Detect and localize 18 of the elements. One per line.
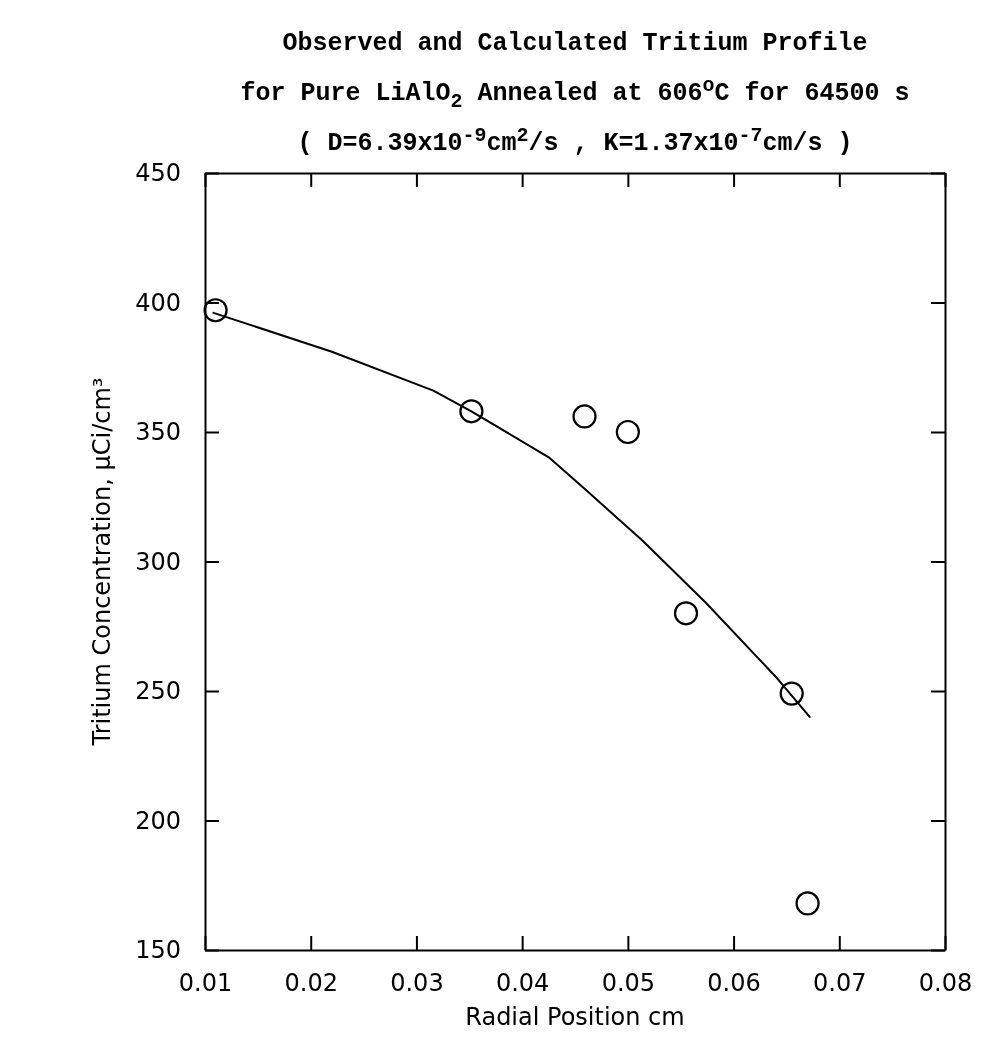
x-tick-label: 0.04 xyxy=(495,969,550,998)
y-tick-label: 250 xyxy=(135,677,181,706)
x-tick-label: 0.05 xyxy=(601,969,656,998)
y-tick-label: 450 xyxy=(135,159,181,188)
x-tick-label: 0.01 xyxy=(178,969,233,998)
x-tick-label: 0.08 xyxy=(918,969,973,998)
y-tick-label: 350 xyxy=(135,418,181,447)
y-tick-label: 150 xyxy=(135,936,181,965)
y-axis-title: Tritium Concentration, μCi/cm³ xyxy=(88,377,116,747)
x-axis-title: Radial Position cm xyxy=(465,1003,685,1031)
y-tick-label: 400 xyxy=(135,288,181,317)
y-tick-label: 300 xyxy=(135,547,181,576)
x-tick-label: 0.07 xyxy=(813,969,867,998)
x-tick-label: 0.02 xyxy=(284,969,338,998)
x-tick-label: 0.06 xyxy=(707,969,761,998)
x-tick-label: 0.03 xyxy=(390,969,444,998)
chart-subtitle: ( D=6.39x10$^{-9}$cm$^{2}$/s , K=1.37x10$^{-7}$cm/s ) xyxy=(297,124,853,158)
y-tick-label: 200 xyxy=(135,806,181,835)
